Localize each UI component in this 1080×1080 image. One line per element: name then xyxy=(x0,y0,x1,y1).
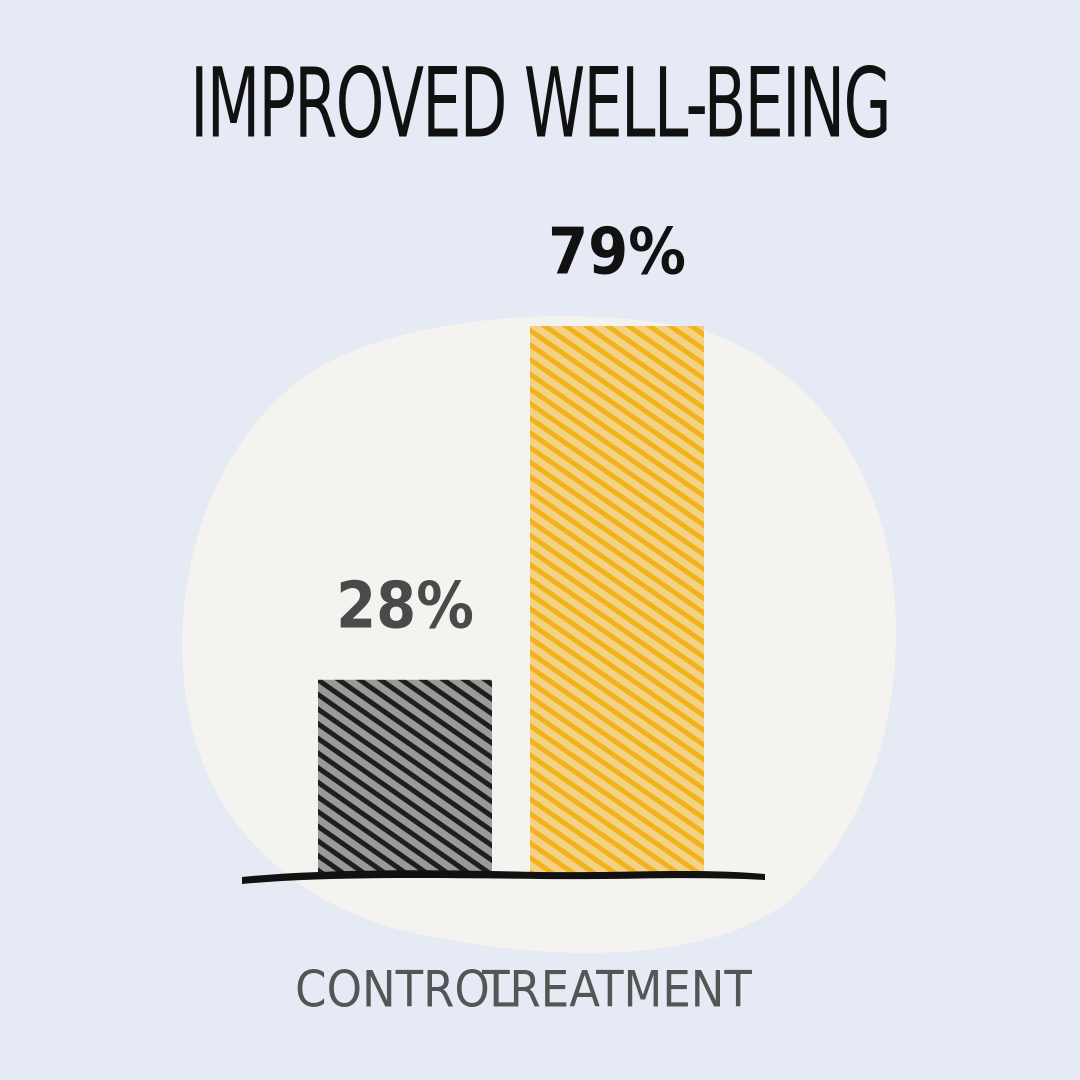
bar xyxy=(318,679,492,874)
baseline xyxy=(242,870,765,884)
value-label: 28% xyxy=(336,569,474,643)
chart-title: IMPROVED WELL-BEING xyxy=(190,47,890,160)
value-label: 79% xyxy=(548,216,686,290)
x-tick-label: CONTROL xyxy=(295,961,515,1019)
bars: 28% CONTROL 79% TREATMENT xyxy=(295,216,752,1019)
x-tick-label: TREATMENT xyxy=(481,961,752,1019)
bar xyxy=(530,326,704,874)
